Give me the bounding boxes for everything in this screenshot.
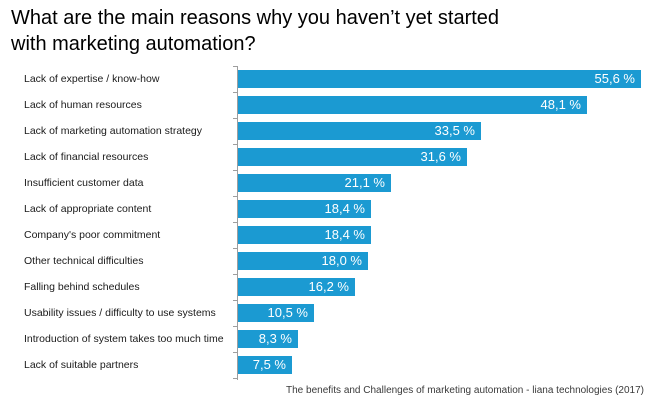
bar-cell: 21,1 % (233, 170, 650, 196)
bar: 31,6 % (238, 148, 467, 166)
chart-row: Other technical difficulties 18,0 % (0, 248, 650, 274)
chart-row: Lack of marketing automation strategy 33… (0, 118, 650, 144)
bar: 10,5 % (238, 304, 314, 322)
bar-cell: 18,0 % (233, 248, 650, 274)
bar: 18,0 % (238, 252, 368, 270)
bar-cell: 33,5 % (233, 118, 650, 144)
page-title: What are the main reasons why you haven’… (11, 5, 499, 57)
bar-cell: 31,6 % (233, 144, 650, 170)
category-label: Insufficient customer data (24, 177, 144, 189)
bar-cell: 18,4 % (233, 196, 650, 222)
bar: 18,4 % (238, 200, 371, 218)
bar-cell: 48,1 % (233, 92, 650, 118)
chart-row: Lack of suitable partners 7,5 % (0, 352, 650, 378)
category-label: Other technical difficulties (24, 255, 144, 267)
bar: 33,5 % (238, 122, 481, 140)
source-caption: The benefits and Challenges of marketing… (286, 385, 644, 396)
category-label: Lack of appropriate content (24, 203, 152, 215)
category-label: Lack of suitable partners (24, 359, 139, 371)
bar-cell: 10,5 % (233, 300, 650, 326)
bar-cell: 55,6 % (233, 66, 650, 92)
category-label: Lack of human resources (24, 99, 142, 111)
bar: 7,5 % (238, 356, 292, 374)
chart-row: Usability issues / difficulty to use sys… (0, 300, 650, 326)
chart-row: Introduction of system takes too much ti… (0, 326, 650, 352)
page-title-line-1: What are the main reasons why you haven’… (11, 7, 500, 29)
bar-cell: 18,4 % (233, 222, 650, 248)
category-label: Falling behind schedules (24, 281, 140, 293)
category-label: Lack of marketing automation strategy (24, 125, 203, 137)
bar: 55,6 % (238, 70, 641, 88)
bar: 21,1 % (238, 174, 391, 192)
y-axis-line (237, 66, 238, 380)
page-title-line-2: with marketing automation? (11, 33, 256, 55)
bar: 16,2 % (238, 278, 355, 296)
chart-row: Lack of expertise / know-how 55,6 % (0, 66, 650, 92)
bar: 8,3 % (238, 330, 298, 348)
bar-chart: Lack of expertise / know-how 55,6 % Lack… (0, 66, 650, 380)
category-label: Introduction of system takes too much ti… (24, 333, 224, 345)
bar: 48,1 % (238, 96, 587, 114)
category-label: Usability issues / difficulty to use sys… (24, 307, 216, 319)
bar-cell: 7,5 % (233, 352, 650, 378)
chart-row: Lack of appropriate content 18,4 % (0, 196, 650, 222)
chart-row: Lack of financial resources 31,6 % (0, 144, 650, 170)
bar-cell: 8,3 % (233, 326, 650, 352)
bar: 18,4 % (238, 226, 371, 244)
category-label: Company's poor commitment (24, 229, 161, 241)
chart-row: Lack of human resources 48,1 % (0, 92, 650, 118)
category-label: Lack of expertise / know-how (24, 73, 160, 85)
bar-cell: 16,2 % (233, 274, 650, 300)
chart-row: Company's poor commitment 18,4 % (0, 222, 650, 248)
chart-row: Falling behind schedules 16,2 % (0, 274, 650, 300)
chart-row: Insufficient customer data 21,1 % (0, 170, 650, 196)
category-label: Lack of financial resources (24, 151, 149, 163)
